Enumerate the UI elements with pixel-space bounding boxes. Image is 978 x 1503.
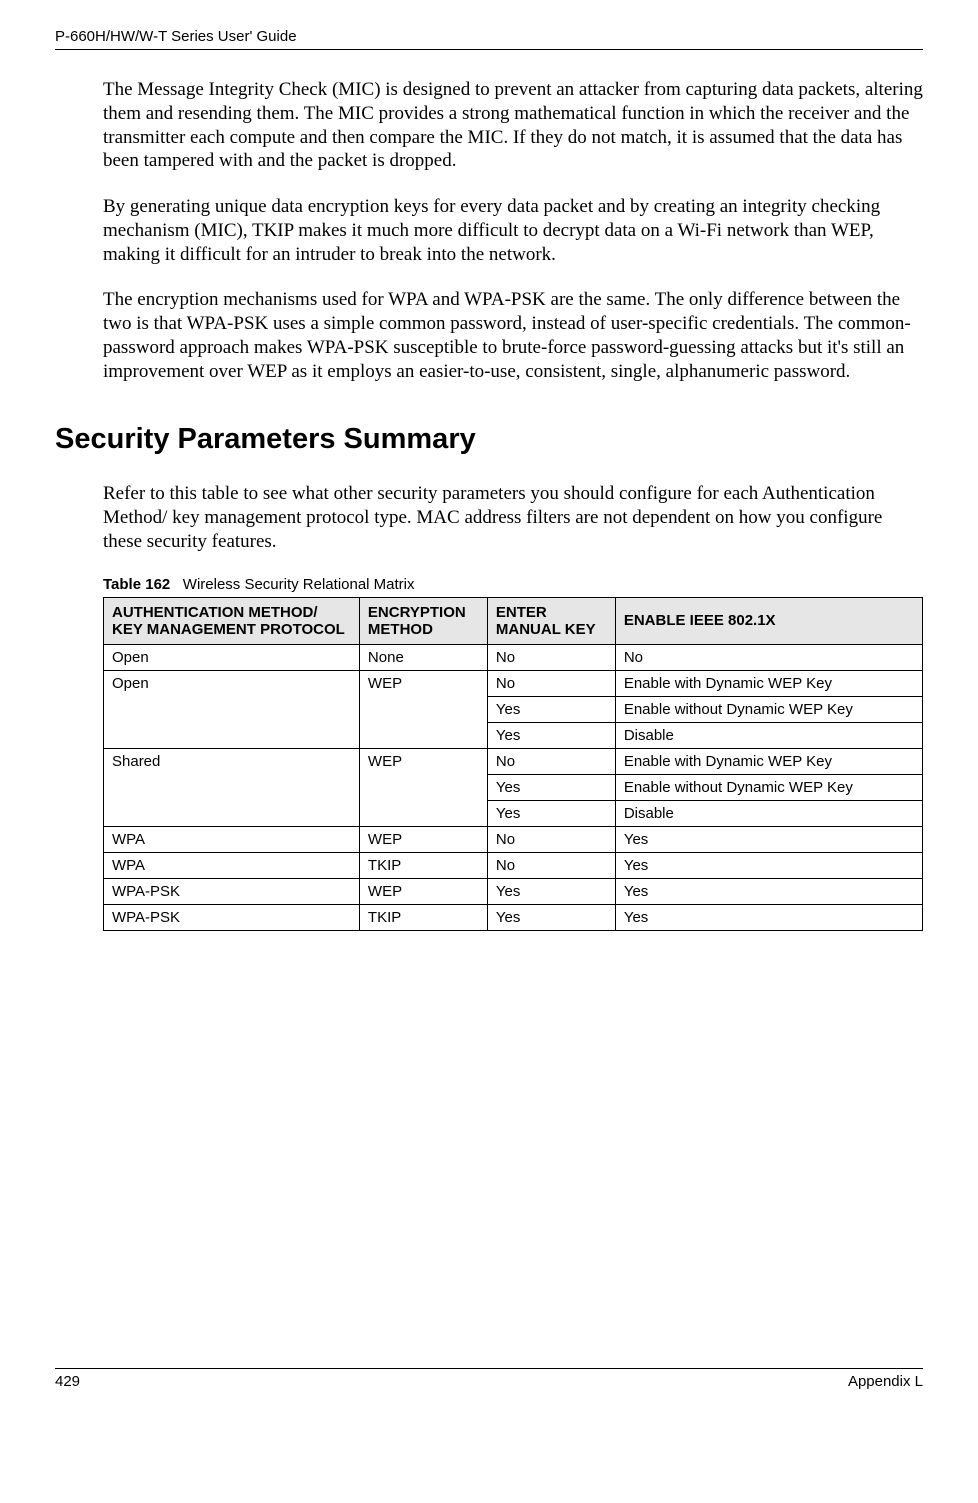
- security-matrix-table: AUTHENTICATION METHOD/ KEY MANAGEMENT PR…: [103, 597, 923, 931]
- cell-enc: WEP: [359, 878, 487, 904]
- table-row: WPA WEP No Yes: [104, 826, 923, 852]
- col-header-enc: ENCRYPTION METHOD: [359, 597, 487, 644]
- table-row: WPA TKIP No Yes: [104, 852, 923, 878]
- cell-manual: Yes: [487, 800, 615, 826]
- cell-manual: No: [487, 852, 615, 878]
- cell-auth: WPA-PSK: [104, 878, 360, 904]
- col-header-enable: ENABLE IEEE 802.1X: [615, 597, 922, 644]
- table-row: WPA-PSK TKIP Yes Yes: [104, 904, 923, 930]
- paragraph-tkip: By generating unique data encryption key…: [103, 195, 923, 266]
- appendix-label: Appendix L: [848, 1373, 923, 1390]
- table-header-row: AUTHENTICATION METHOD/ KEY MANAGEMENT PR…: [104, 597, 923, 644]
- cell-manual: Yes: [487, 878, 615, 904]
- table-row: Open WEP No Enable with Dynamic WEP Key: [104, 670, 923, 696]
- table-row: WPA-PSK WEP Yes Yes: [104, 878, 923, 904]
- cell-auth: WPA: [104, 826, 360, 852]
- cell-enable: Enable without Dynamic WEP Key: [615, 696, 922, 722]
- cell-auth: WPA: [104, 852, 360, 878]
- cell-manual: No: [487, 644, 615, 670]
- cell-enc: WEP: [359, 670, 487, 748]
- table-row: Open None No No: [104, 644, 923, 670]
- table-caption-text: Wireless Security Relational Matrix: [183, 576, 415, 593]
- cell-enable: Yes: [615, 878, 922, 904]
- cell-enc: WEP: [359, 748, 487, 826]
- cell-enable: Enable with Dynamic WEP Key: [615, 670, 922, 696]
- section-heading: Security Parameters Summary: [55, 423, 923, 456]
- page-number: 429: [55, 1373, 80, 1390]
- cell-manual: No: [487, 670, 615, 696]
- cell-enable: Yes: [615, 826, 922, 852]
- paragraph-wpa: The encryption mechanisms used for WPA a…: [103, 288, 923, 383]
- cell-manual: Yes: [487, 774, 615, 800]
- table-caption-label: Table 162: [103, 576, 170, 593]
- col-header-manual: ENTER MANUAL KEY: [487, 597, 615, 644]
- cell-enc: TKIP: [359, 904, 487, 930]
- page-header: P-660H/HW/W-T Series User' Guide: [55, 28, 923, 50]
- cell-enable: Enable without Dynamic WEP Key: [615, 774, 922, 800]
- cell-enable: Disable: [615, 800, 922, 826]
- cell-manual: Yes: [487, 904, 615, 930]
- cell-enable: Yes: [615, 852, 922, 878]
- cell-enable: Yes: [615, 904, 922, 930]
- table-caption: Table 162 Wireless Security Relational M…: [103, 576, 923, 593]
- cell-enc: WEP: [359, 826, 487, 852]
- col-header-auth: AUTHENTICATION METHOD/ KEY MANAGEMENT PR…: [104, 597, 360, 644]
- cell-auth: WPA-PSK: [104, 904, 360, 930]
- table-row: Shared WEP No Enable with Dynamic WEP Ke…: [104, 748, 923, 774]
- section-intro: Refer to this table to see what other se…: [103, 482, 923, 553]
- cell-enable: No: [615, 644, 922, 670]
- cell-manual: No: [487, 748, 615, 774]
- cell-manual: Yes: [487, 722, 615, 748]
- guide-title: P-660H/HW/W-T Series User' Guide: [55, 28, 297, 45]
- cell-auth: Open: [104, 644, 360, 670]
- cell-auth: Open: [104, 670, 360, 748]
- cell-manual: No: [487, 826, 615, 852]
- cell-enable: Enable with Dynamic WEP Key: [615, 748, 922, 774]
- page-footer: 429 Appendix L: [55, 1368, 923, 1390]
- paragraph-mic: The Message Integrity Check (MIC) is des…: [103, 78, 923, 173]
- cell-enc: None: [359, 644, 487, 670]
- cell-enc: TKIP: [359, 852, 487, 878]
- cell-enable: Disable: [615, 722, 922, 748]
- cell-manual: Yes: [487, 696, 615, 722]
- cell-auth: Shared: [104, 748, 360, 826]
